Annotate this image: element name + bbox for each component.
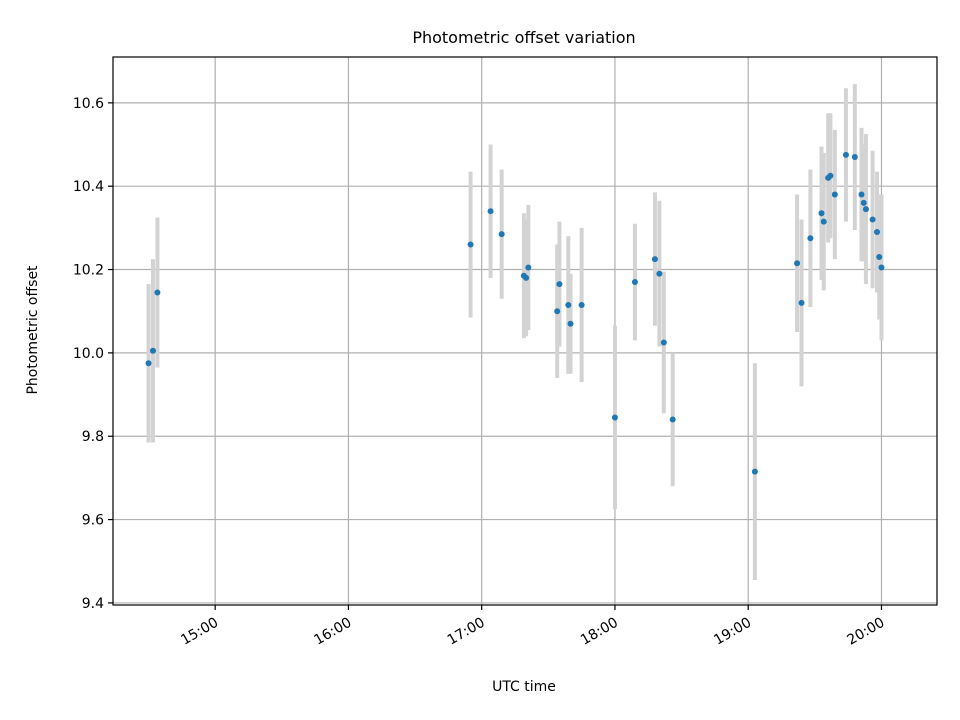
data-point — [794, 260, 801, 267]
data-point — [876, 254, 883, 261]
data-point — [145, 360, 152, 367]
data-point — [669, 416, 676, 423]
data-point — [874, 229, 881, 236]
data-point — [487, 208, 494, 215]
data-point — [154, 289, 161, 296]
data-point — [525, 264, 532, 271]
data-point — [556, 281, 563, 288]
data-point — [878, 264, 885, 271]
data-point — [807, 235, 814, 242]
y-tick-label: 10.6 — [73, 96, 104, 112]
y-tick-label: 9.8 — [82, 429, 104, 445]
y-tick-label: 9.6 — [82, 513, 104, 529]
data-point — [631, 279, 638, 286]
data-point — [851, 154, 858, 161]
x-axis-label: UTC time — [492, 679, 556, 695]
y-tick-label: 10.4 — [73, 179, 104, 195]
data-point — [498, 231, 505, 238]
chart-title: Photometric offset variation — [412, 28, 635, 47]
y-tick-label: 10.0 — [73, 346, 104, 362]
data-point — [578, 301, 585, 308]
data-point — [149, 347, 156, 354]
data-point — [798, 299, 805, 306]
data-point — [523, 274, 530, 281]
data-point — [869, 216, 876, 223]
data-point — [467, 241, 474, 248]
data-point — [565, 301, 572, 308]
data-point — [611, 414, 618, 421]
data-point — [567, 320, 574, 327]
data-point — [818, 210, 825, 217]
y-axis-ticks: 9.4 9.6 9.8 10.0 10.2 10.4 10.6 — [73, 96, 113, 612]
data-point — [860, 199, 867, 206]
data-point — [858, 191, 865, 198]
data-points — [145, 151, 885, 475]
y-axis-label: Photometric offset — [25, 265, 41, 395]
data-point — [831, 191, 838, 198]
data-point — [820, 218, 827, 225]
data-point — [842, 151, 849, 158]
y-tick-label: 9.4 — [82, 596, 104, 612]
y-tick-label: 10.2 — [73, 263, 104, 279]
plot-frame — [112, 56, 938, 606]
data-point — [862, 206, 869, 213]
data-point — [651, 256, 658, 263]
data-point — [660, 339, 667, 346]
data-point — [656, 270, 663, 277]
data-point — [751, 468, 758, 475]
data-point — [554, 308, 561, 315]
data-point — [827, 172, 834, 179]
